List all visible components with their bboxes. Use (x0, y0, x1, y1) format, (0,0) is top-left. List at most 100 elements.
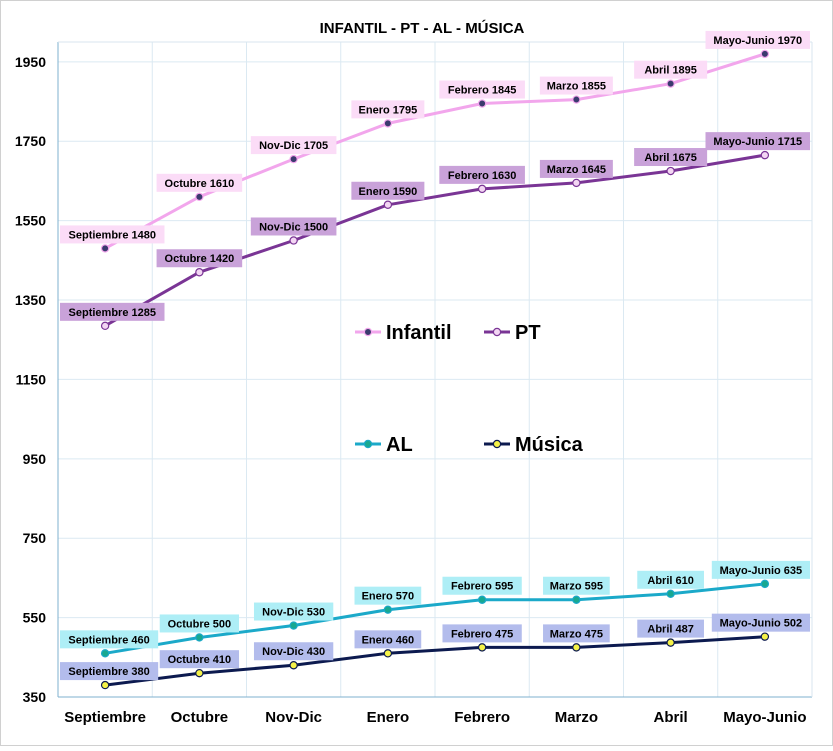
legend-item-musica: Música (484, 434, 584, 456)
y-tick-label: 1150 (16, 371, 47, 387)
data-label-pt: Marzo 1645 (547, 164, 606, 176)
data-label-bg-pt (60, 302, 165, 321)
data-label-bg-musica (159, 650, 240, 669)
data-label-musica: Septiembre 380 (68, 666, 149, 678)
y-tick-label: 1750 (15, 133, 46, 149)
data-point-al (289, 621, 298, 630)
data-label-bg-al (711, 560, 810, 579)
data-label-al: Abril 610 (647, 575, 693, 587)
data-label-bg-infantil (705, 30, 810, 49)
legend-label-al: AL (386, 434, 413, 456)
x-tick-label: Abril (654, 709, 688, 726)
data-point-pt (666, 166, 675, 176)
data-point-pt (760, 150, 770, 160)
data-label-bg-musica (543, 624, 610, 643)
data-point-infantil (760, 49, 770, 59)
data-label-bg-infantil (539, 76, 613, 95)
x-tick-label: Enero (367, 709, 410, 726)
series-line-al (103, 582, 767, 655)
data-label-bg-infantil (156, 173, 243, 192)
data-point-pt (572, 178, 581, 188)
data-label-pt: Febrero 1630 (448, 170, 516, 182)
legend-swatch-marker-pt (492, 327, 502, 337)
legend-item-infantil: Infantil (355, 322, 452, 344)
data-point-musica (760, 632, 770, 641)
data-label-bg-musica (253, 642, 334, 661)
x-tick-label: Mayo-Junio (723, 709, 806, 726)
data-point-infantil (383, 119, 393, 128)
data-label-al: Febrero 595 (451, 581, 513, 593)
data-label-bg-pt (250, 217, 337, 236)
legend-swatch-marker-infantil (363, 327, 373, 337)
data-point-infantil (477, 99, 487, 108)
x-tick-label: Nov-Dic (265, 709, 322, 726)
legend-item-al: AL (355, 434, 413, 456)
y-tick-label: 550 (23, 610, 47, 626)
data-label-al: Octubre 500 (168, 618, 232, 630)
series-al (100, 579, 770, 658)
data-point-musica (477, 643, 487, 652)
data-label-bg-al (442, 576, 522, 595)
data-label-al: Nov-Dic 530 (262, 607, 325, 619)
data-label-bg-pt (439, 165, 525, 184)
data-point-musica (195, 668, 204, 678)
data-labels: Septiembre 1480 Octubre 1610 Nov-Dic 1705 E… (60, 30, 810, 681)
data-label-bg-al (60, 630, 159, 649)
x-tick-label: Marzo (555, 709, 598, 726)
data-label-bg-al (354, 586, 422, 605)
legend-label-pt: PT (515, 322, 541, 344)
legend-item-pt: PT (484, 322, 541, 344)
data-label-bg-al (159, 614, 240, 633)
data-label-bg-al (543, 576, 610, 595)
data-point-musica (572, 643, 581, 652)
data-label-bg-pt (156, 249, 243, 268)
data-label-bg-musica (60, 662, 159, 681)
data-point-al (383, 605, 393, 614)
data-point-al (195, 633, 204, 642)
data-point-infantil (195, 192, 204, 202)
data-label-al: Mayo-Junio 635 (720, 565, 803, 577)
data-label-musica: Febrero 475 (451, 628, 513, 640)
x-tick-label: Febrero (454, 709, 510, 726)
data-label-bg-pt (539, 159, 613, 178)
data-point-al (572, 595, 581, 604)
data-point-al (477, 595, 487, 604)
data-label-bg-musica (354, 630, 422, 649)
legend-label-infantil: Infantil (386, 322, 452, 344)
data-label-infantil: Enero 1795 (359, 104, 418, 116)
data-label-bg-infantil (351, 100, 425, 119)
data-label-bg-pt (351, 181, 425, 200)
data-point-infantil (666, 79, 675, 88)
legend: Infantil PT AL Música (355, 322, 584, 456)
data-label-al: Marzo 595 (550, 581, 603, 593)
data-point-infantil (572, 95, 581, 104)
data-label-pt: Mayo-Junio 1715 (713, 136, 802, 148)
data-label-pt: Enero 1590 (359, 186, 418, 198)
y-tick-label: 750 (23, 530, 47, 546)
data-point-musica (666, 638, 675, 647)
data-label-infantil: Mayo-Junio 1970 (713, 35, 802, 47)
data-label-bg-musica (637, 619, 704, 638)
data-point-pt (477, 184, 487, 194)
data-label-bg-infantil (634, 60, 708, 79)
data-label-bg-pt (705, 132, 810, 151)
data-label-bg-musica (442, 624, 522, 643)
data-point-musica (100, 680, 110, 690)
data-point-pt (100, 321, 110, 331)
data-point-al (100, 649, 110, 658)
axes: 350 550 750 950 1150 1350 1550 1750 1950 Septiemb… (15, 41, 813, 726)
data-label-bg-pt (634, 148, 708, 167)
data-label-musica: Marzo 475 (550, 628, 603, 640)
series-line-musica (103, 635, 767, 687)
data-label-bg-infantil (439, 80, 525, 99)
data-label-musica: Nov-Dic 430 (262, 646, 325, 658)
y-tick-label: 950 (23, 451, 47, 467)
data-label-al: Septiembre 460 (68, 634, 149, 646)
data-label-pt: Nov-Dic 1500 (259, 221, 328, 233)
data-label-bg-musica (711, 613, 810, 632)
data-point-pt (289, 236, 298, 245)
data-point-infantil (289, 154, 298, 164)
data-point-pt (383, 200, 393, 209)
data-label-infantil: Octubre 1610 (165, 178, 235, 190)
